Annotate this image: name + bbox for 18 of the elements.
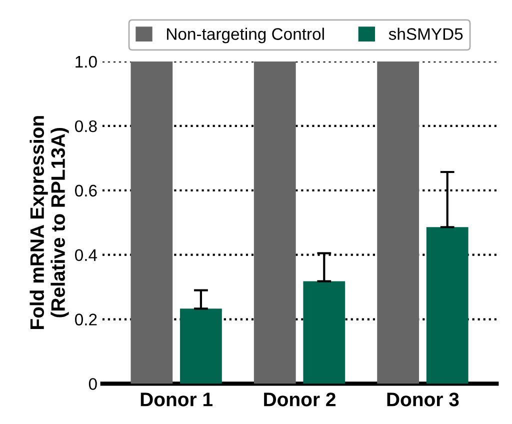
bar [130,61,173,384]
y-tick-label: 0 [88,378,97,390]
y-tick-label: 0.8 [75,120,97,132]
legend-label: Non-targeting Control [167,28,324,44]
y-tick-label: 0.2 [75,314,97,326]
bar [426,227,468,384]
x-tick-label: Donor 2 [264,392,336,406]
bar [377,61,420,384]
bar [180,308,222,384]
bar [303,281,346,384]
legend-label: shSMYD5 [388,28,463,40]
y-tick-label: 0.4 [75,249,98,262]
y-tick-label: 0.6 [75,184,97,197]
y-tick-label: 1.0 [76,56,97,68]
bar [254,61,296,384]
y-axis-title: Fold mRNA Expression (Relative to RPL13A) [30,116,69,329]
x-tick-label: Donor 3 [387,392,459,406]
x-tick-label: Donor 1 [140,392,213,406]
